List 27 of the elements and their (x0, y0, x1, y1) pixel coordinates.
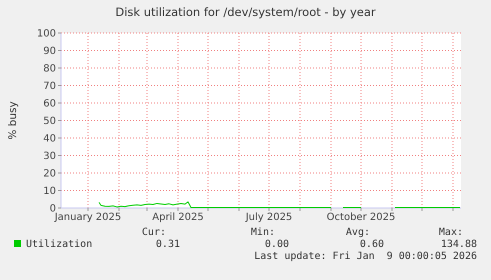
y-tick-label: 0 (50, 204, 56, 214)
y-tick-label: 50 (43, 116, 56, 127)
x-tick-label: July 2025 (244, 212, 292, 223)
text: 0.60 (360, 239, 384, 250)
y-tick-label: 60 (43, 98, 56, 110)
text: 0.31 (156, 239, 180, 250)
x-tick-label: April 2025 (152, 212, 204, 223)
y-axis-title: % busy (7, 101, 19, 140)
chart-title: Disk utilization for /dev/system/root - by year (115, 5, 376, 19)
text: Min: (250, 227, 275, 238)
text: Avg: (346, 227, 370, 238)
y-tick-label: 20 (43, 168, 56, 180)
y-tick-label: 80 (43, 64, 56, 74)
y-tick-label: 40 (43, 134, 56, 144)
text: 0.00 (264, 239, 289, 250)
y-tick-label: 100 (36, 28, 56, 40)
text: Last update: Fri Jan 9 00:00:05 2026 (254, 251, 477, 262)
x-tick-label: January 2025 (54, 212, 122, 223)
text: Max: (438, 227, 463, 238)
legend-label: Utilization (26, 239, 92, 250)
text: 134.88 (440, 239, 477, 250)
y-tick-label: 70 (43, 81, 56, 92)
y-tick-label: 30 (43, 151, 56, 162)
text: Cur: (142, 227, 166, 238)
y-tick-label: 90 (43, 46, 56, 57)
y-tick-label: 10 (43, 186, 56, 197)
x-tick-label: October 2025 (326, 212, 396, 223)
